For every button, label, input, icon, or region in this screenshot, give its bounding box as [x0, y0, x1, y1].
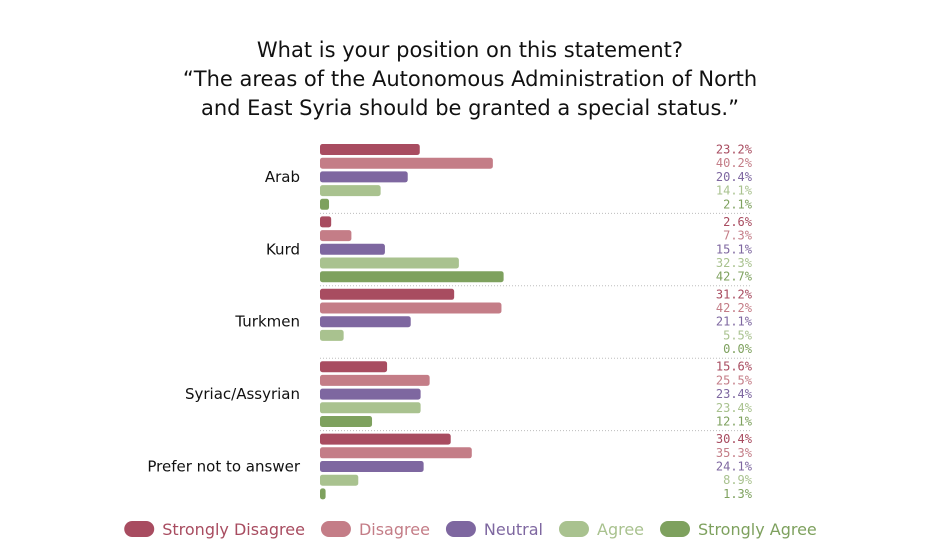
legend-label: Strongly Agree	[698, 520, 817, 539]
bar-turkmen-agree	[320, 329, 344, 341]
data-label: 23.4%	[716, 401, 753, 415]
data-label: 0.0%	[723, 342, 753, 356]
legend-label: Neutral	[484, 520, 543, 539]
category-group-arab: Arab 23.2%40.2%20.4%14.1%2.1%	[265, 143, 753, 212]
data-label: 2.6%	[723, 215, 753, 229]
data-label: 12.1%	[716, 415, 753, 429]
category-group-prefer-not-to-answer: Prefer not to answer 30.4%35.3%24.1%8.9%1…	[147, 430, 753, 501]
bar-kurd-strongly-agree	[320, 271, 504, 283]
legend-item-agree: Agree	[558, 520, 644, 539]
bar-kurd-agree	[320, 257, 459, 269]
bar-syriac-assyrian-strongly-disagree	[320, 361, 388, 373]
chart-title-line-3: and East Syria should be granted a speci…	[201, 96, 739, 120]
bar-syriac-assyrian-neutral	[320, 388, 421, 400]
chart-title-line-1: What is your position on this statement?	[257, 38, 683, 62]
legend-item-disagree: Disagree	[320, 520, 430, 539]
data-label: 20.4%	[716, 170, 753, 184]
category-label: Syriac/Assyrian	[185, 385, 300, 403]
bar-prefer-not-to-answer-disagree	[320, 447, 472, 459]
bar-prefer-not-to-answer-strongly-agree	[320, 488, 326, 500]
legend-swatch	[320, 521, 351, 537]
chart-title: What is your position on this statement?…	[183, 38, 757, 120]
bar-prefer-not-to-answer-agree	[320, 474, 359, 486]
legend-swatch	[660, 521, 691, 537]
legend-swatch	[558, 521, 589, 537]
data-label: 24.1%	[716, 460, 753, 474]
data-label: 42.7%	[716, 270, 753, 284]
bar-arab-strongly-agree	[320, 198, 330, 210]
data-label: 1.3%	[723, 487, 753, 501]
data-label: 35.3%	[716, 446, 753, 460]
bar-turkmen-neutral	[320, 316, 411, 328]
data-label: 25.5%	[716, 373, 753, 387]
legend-label: Strongly Disagree	[162, 520, 305, 539]
bar-syriac-assyrian-agree	[320, 402, 421, 414]
data-label: 7.3%	[723, 229, 753, 243]
chart-title-line-2: “The areas of the Autonomous Administrat…	[183, 67, 757, 91]
category-group-kurd: Kurd 2.6%7.3%15.1%32.3%42.7%	[266, 212, 753, 284]
bar-turkmen-disagree	[320, 302, 502, 314]
legend-label: Agree	[597, 520, 644, 539]
bar-turkmen-strongly-disagree	[320, 288, 455, 300]
data-label: 15.6%	[716, 360, 753, 374]
data-label: 21.1%	[716, 315, 753, 329]
data-label: 14.1%	[716, 184, 753, 198]
bar-syriac-assyrian-disagree	[320, 374, 430, 386]
category-label: Kurd	[266, 240, 300, 258]
category-label: Arab	[265, 168, 300, 186]
category-group-turkmen: Turkmen 31.2%42.2%21.1%5.5%0.0%	[234, 285, 753, 356]
data-label: 42.2%	[716, 301, 753, 315]
legend-item-neutral: Neutral	[445, 520, 543, 539]
data-label: 31.2%	[716, 287, 753, 301]
bar-arab-strongly-disagree	[320, 144, 420, 155]
data-label: 30.4%	[716, 432, 753, 446]
bar-prefer-not-to-answer-neutral	[320, 461, 424, 472]
legend-swatch	[445, 521, 476, 537]
data-label: 8.9%	[723, 473, 753, 487]
plot-area: Arab 23.2%40.2%20.4%14.1%2.1% Kurd 2.6%7.3%…	[147, 143, 752, 501]
bar-kurd-neutral	[320, 243, 385, 255]
bar-prefer-not-to-answer-strongly-disagree	[320, 433, 451, 445]
bar-arab-disagree	[320, 157, 493, 169]
legend-label: Disagree	[359, 520, 430, 539]
category-label: Turkmen	[234, 313, 300, 331]
bar-kurd-strongly-disagree	[320, 216, 332, 228]
data-label: 32.3%	[716, 256, 753, 270]
bar-kurd-disagree	[320, 230, 352, 242]
category-label: Prefer not to answer	[147, 458, 300, 476]
data-label: 23.2%	[716, 143, 753, 157]
bar-arab-neutral	[320, 171, 408, 183]
legend: Strongly Disagree Disagree Neutral Agree Str…	[124, 520, 817, 539]
data-label: 15.1%	[716, 242, 753, 256]
bar-arab-agree	[320, 185, 381, 197]
data-label: 23.4%	[716, 387, 753, 401]
bar-syriac-assyrian-strongly-agree	[320, 416, 373, 427]
data-label: 2.1%	[723, 197, 753, 211]
legend-swatch	[124, 521, 155, 537]
data-label: 40.2%	[716, 156, 753, 170]
data-label: 5.5%	[723, 328, 753, 342]
legend-item-strongly-agree: Strongly Agree	[660, 520, 817, 539]
legend-item-strongly-disagree: Strongly Disagree	[124, 520, 305, 539]
